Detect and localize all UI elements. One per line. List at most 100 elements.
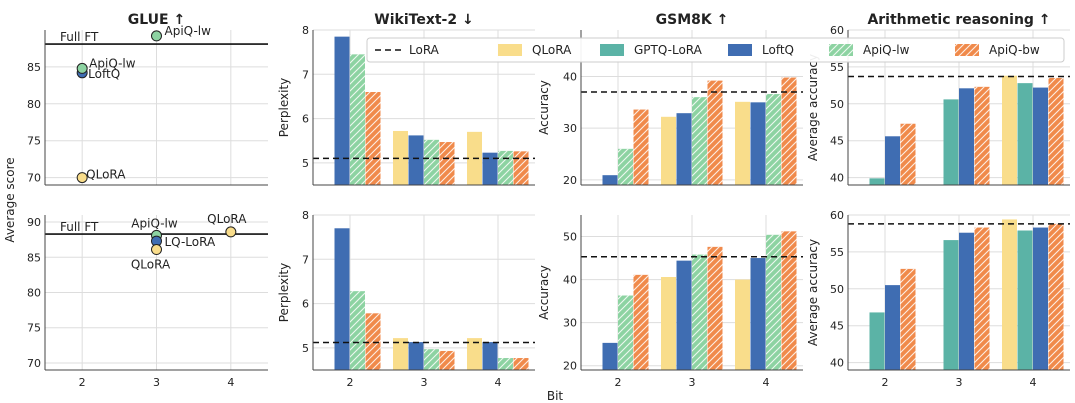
y-tick-label: 50: [830, 283, 844, 296]
bar-hatch: [365, 92, 381, 185]
x-tick-label: 2: [615, 376, 622, 389]
y-tick-label: 80: [27, 287, 41, 300]
y-tick-label: 8: [302, 209, 309, 222]
bar-gptq-lora-bit3: [943, 99, 959, 185]
y-tick-label: 45: [830, 320, 844, 333]
point-apiq-lw: [151, 30, 162, 42]
y-tick-label: 60: [830, 209, 844, 222]
bar-hatch: [1048, 77, 1064, 185]
x-tick-label: 4: [1030, 376, 1037, 389]
x-tick-label: 3: [153, 376, 160, 389]
bar-gptq-lora-bit2: [869, 178, 885, 185]
legend-swatch-qlora: [498, 44, 522, 56]
y-axis-label: Perplexity: [277, 263, 291, 323]
point-label: LQ-LoRA: [165, 235, 216, 249]
x-tick-label: 2: [347, 376, 354, 389]
bar-hatch: [439, 142, 455, 185]
panel-wiki_bottom: 5 6 7 8 2 3 4 Perplexity: [277, 209, 535, 389]
bar-qlora-bit4: [467, 338, 482, 370]
y-tick-label: 50: [563, 231, 577, 244]
bar-hatch: [498, 358, 513, 370]
y-tick-label: 60: [830, 24, 844, 37]
bar-hatch: [513, 358, 529, 370]
bar-loftq-bit3: [408, 135, 424, 185]
bar-hatch: [618, 148, 633, 185]
bar-hatch: [350, 54, 365, 185]
legend-label: GPTQ-LoRA: [634, 43, 703, 57]
x-tick-label: 4: [495, 376, 502, 389]
bar-loftq-bit2: [602, 342, 618, 370]
legend: LoRA QLoRA GPTQ-LoRA LoftQ ApiQ-lw ApiQ-bw: [366, 37, 1065, 63]
bar-loftq-bit3: [408, 342, 424, 370]
legend-label: ApiQ-lw: [863, 43, 910, 57]
x-tick-label: 4: [227, 376, 234, 389]
point-qlora: [76, 172, 88, 184]
full-ft-label: Full FT: [60, 30, 99, 44]
x-tick-label: 4: [763, 376, 770, 389]
full-ft-label: Full FT: [60, 220, 99, 234]
bar-loftq-bit4: [482, 152, 498, 185]
bar-gptq-lora-bit4: [1017, 230, 1033, 370]
legend-label: LoftQ: [762, 43, 794, 57]
bar-hatch: [439, 350, 455, 370]
y-axis-label: Perplexity: [277, 78, 291, 138]
bar-hatch: [618, 295, 633, 370]
y-tick-label: 40: [830, 172, 844, 185]
bar-hatch: [365, 313, 381, 370]
bar-gptq-lora-bit2: [869, 312, 885, 370]
bar-qlora-bit4: [735, 101, 750, 185]
y-axis-label: Accuracy: [537, 265, 551, 320]
panel-gsm_bottom: 20 30 40 50 2 3 4 Accuracy: [537, 215, 803, 389]
y-tick-label: 75: [27, 135, 41, 148]
bar-loftq-bit2: [334, 228, 350, 370]
bar-loftq-bit4: [1033, 227, 1048, 370]
x-tick-label: 3: [421, 376, 428, 389]
y-tick-label: 40: [830, 357, 844, 370]
bar-hatch: [350, 291, 365, 370]
bar-hatch: [781, 231, 797, 370]
panel-title: GLUE ↑: [128, 12, 185, 28]
bar-hatch: [900, 268, 916, 370]
bar-qlora-bit4: [735, 279, 750, 370]
point-apiq-lw: [76, 62, 88, 74]
bar-loftq-bit2: [334, 36, 350, 186]
y-tick-label: 50: [830, 98, 844, 111]
bar-hatch: [707, 246, 723, 370]
bar-hatch: [781, 77, 797, 185]
bar-hatch: [974, 227, 990, 370]
bar-qlora-bit3: [393, 130, 408, 185]
bar-loftq-bit3: [676, 260, 692, 370]
panel-gsm_top: 20 30 40 GSM8K ↑ Accuracy: [537, 12, 803, 187]
y-tick-label: 85: [27, 61, 41, 74]
legend-hatch: [955, 44, 979, 56]
bar-loftq-bit2: [602, 175, 618, 185]
bar-gptq-lora-bit3: [943, 240, 959, 370]
y-tick-label: 8: [302, 24, 309, 37]
bar-loftq-bit4: [750, 258, 766, 370]
bar-loftq-bit2: [885, 285, 900, 370]
y-tick-label: 6: [302, 113, 309, 126]
bar-hatch: [766, 94, 781, 185]
y-axis-label: Accuracy: [537, 80, 551, 135]
y-tick-label: 55: [830, 246, 844, 259]
point-label: ApiQ-lw: [165, 24, 212, 38]
panel-arith_bottom: 40 45 50 55 60 2 3 4 Average accuracy: [806, 209, 1070, 389]
legend-box: [366, 37, 1065, 63]
y-tick-label: 7: [302, 253, 309, 266]
bar-hatch: [513, 151, 529, 185]
bar-hatch: [424, 349, 439, 370]
y-tick-label: 85: [27, 251, 41, 264]
point-qlora: [151, 244, 162, 256]
bar-hatch: [707, 80, 723, 185]
y-tick-label: 90: [27, 216, 41, 229]
point-label: ApiQ-lw: [89, 56, 136, 70]
point-label: LoftQ: [88, 67, 120, 81]
y-tick-label: 55: [830, 61, 844, 74]
bar-qlora-bit3: [661, 277, 676, 370]
panel-title: WikiText-2 ↓: [374, 12, 473, 28]
panel-wiki_top: 5 6 7 8 WikiText-2 ↓ Perplexity: [277, 12, 535, 186]
y-tick-label: 80: [27, 98, 41, 111]
x-tick-label: 2: [79, 376, 86, 389]
